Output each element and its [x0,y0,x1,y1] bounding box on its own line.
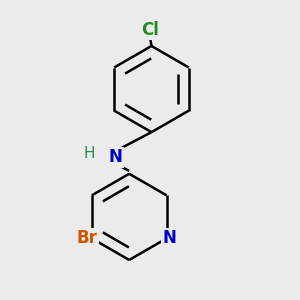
Text: N: N [163,230,176,247]
Text: N: N [109,148,123,166]
Text: H: H [83,146,95,161]
Text: Br: Br [77,230,98,247]
Text: Cl: Cl [141,21,159,39]
